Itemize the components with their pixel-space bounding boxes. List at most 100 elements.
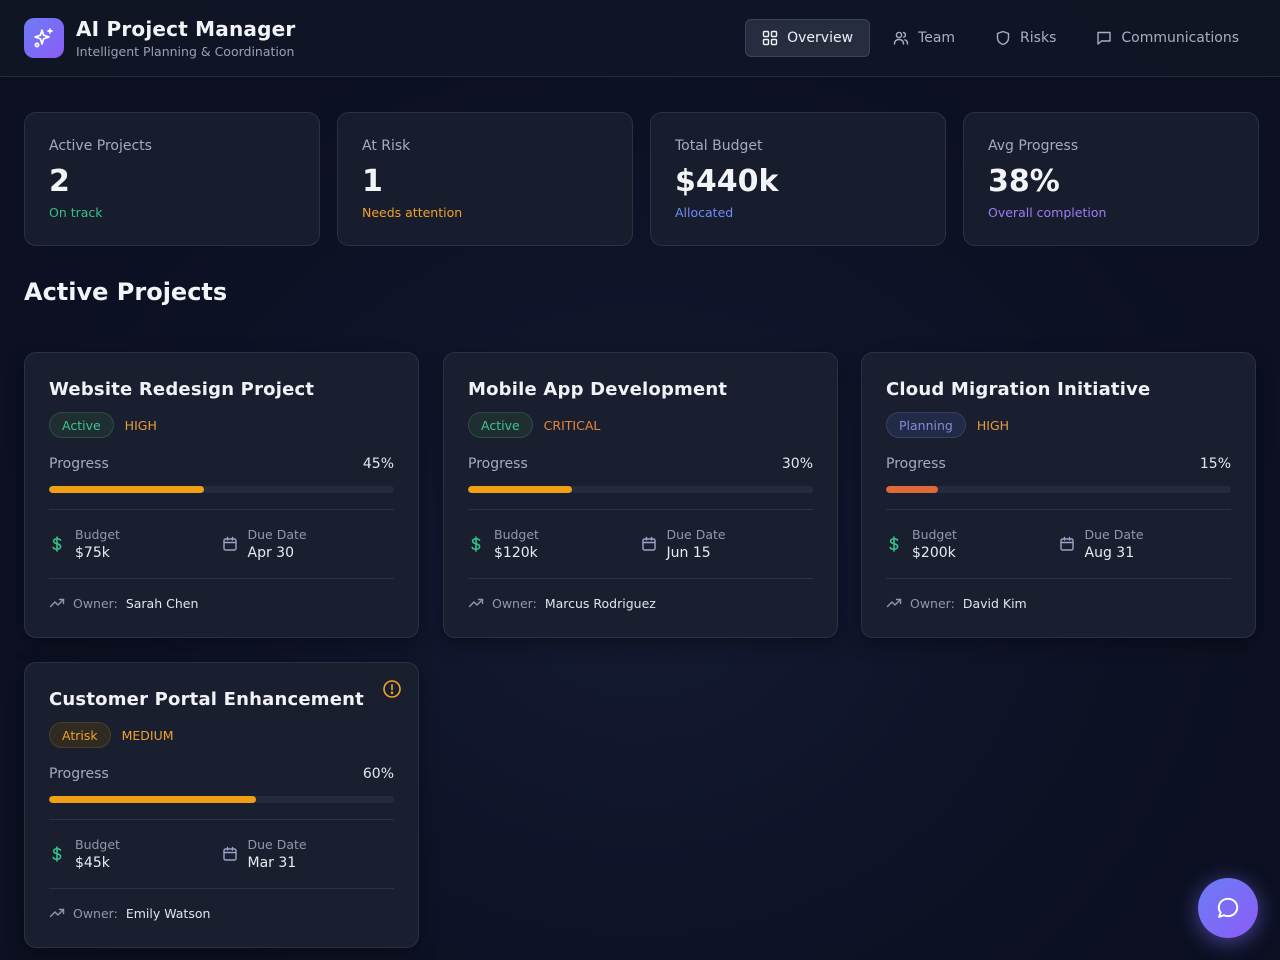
status-badge: Planning	[886, 412, 966, 438]
progress-percent: 30%	[781, 456, 813, 472]
due-date-info: Due Date Mar 31	[222, 836, 395, 872]
users-icon	[893, 31, 909, 45]
alert-circle-icon	[383, 680, 401, 698]
priority-label: MEDIUM	[121, 727, 174, 743]
chat-bubble-icon	[1217, 897, 1239, 918]
status-badge: Active	[468, 412, 533, 438]
stat-label: At Risk	[362, 138, 411, 154]
stat-label: Total Budget	[675, 138, 763, 154]
due-date-label: Due Date	[247, 837, 307, 852]
progress-bar	[468, 486, 813, 493]
budget-value: $200k	[912, 545, 956, 561]
trending-up-icon	[886, 598, 902, 608]
progress-percent: 45%	[362, 456, 394, 472]
divider	[886, 578, 1231, 579]
project-card[interactable]: Cloud Migration Initiative Planning HIGH…	[861, 352, 1256, 638]
owner-label: Owner:	[73, 905, 118, 921]
budget-value: $120k	[494, 545, 538, 561]
tab-risks[interactable]: Risks	[978, 19, 1073, 57]
divider	[49, 509, 394, 510]
tab-label: Overview	[787, 30, 854, 46]
stat-label: Avg Progress	[988, 138, 1079, 154]
trending-up-icon	[468, 598, 484, 608]
due-date-value: Mar 31	[247, 855, 297, 871]
tab-team[interactable]: Team	[876, 19, 972, 57]
project-card[interactable]: Mobile App Development Active CRITICAL P…	[443, 352, 838, 638]
divider	[468, 509, 813, 510]
priority-label: HIGH	[124, 417, 157, 433]
tab-label: Team	[918, 30, 956, 46]
stat-note: Allocated	[675, 205, 734, 220]
progress-label: Progress	[468, 456, 528, 472]
project-title: Customer Portal Enhancement	[49, 689, 364, 710]
progress-label: Progress	[886, 456, 946, 472]
trending-up-icon	[49, 908, 65, 918]
app-subtitle: Intelligent Planning & Coordination	[76, 44, 295, 59]
dollar-icon	[52, 846, 62, 862]
progress-label: Progress	[49, 766, 109, 782]
due-date-label: Due Date	[666, 527, 726, 542]
priority-label: CRITICAL	[543, 417, 601, 433]
progress-fill	[49, 796, 256, 803]
tab-communications[interactable]: Communications	[1079, 19, 1256, 57]
project-card[interactable]: Website Redesign Project Active HIGH Pro…	[24, 352, 419, 638]
section-title: Active Projects	[24, 278, 228, 306]
progress-bar	[49, 796, 394, 803]
owner-label: Owner:	[73, 595, 118, 611]
chat-button[interactable]	[1198, 878, 1258, 938]
owner-name: Marcus Rodriguez	[544, 595, 656, 611]
tab-label: Risks	[1020, 30, 1057, 46]
calendar-icon	[222, 846, 237, 861]
dollar-icon	[889, 536, 899, 552]
app-header: AI Project Manager Intelligent Planning …	[0, 0, 1280, 77]
stat-note: On track	[49, 205, 103, 220]
divider	[49, 819, 394, 820]
message-icon	[1097, 31, 1112, 45]
budget-label: Budget	[75, 527, 120, 542]
stat-card-total-budget: Total Budget $440k Allocated	[650, 112, 946, 246]
progress-fill	[49, 486, 205, 493]
status-badge: Active	[49, 412, 114, 438]
calendar-icon	[1059, 536, 1074, 551]
calendar-icon	[641, 536, 656, 551]
stats-row: Active Projects 2 On track At Risk 1 Nee…	[24, 112, 1259, 246]
calendar-icon	[222, 536, 237, 551]
budget-label: Budget	[494, 527, 539, 542]
progress-fill	[468, 486, 572, 493]
divider	[49, 888, 394, 889]
due-date-info: Due Date Jun 15	[641, 526, 814, 562]
due-date-value: Apr 30	[247, 545, 294, 561]
budget-value: $75k	[75, 545, 110, 561]
project-title: Cloud Migration Initiative	[886, 379, 1151, 400]
progress-fill	[886, 486, 938, 493]
project-title: Website Redesign Project	[49, 379, 315, 400]
progress-percent: 60%	[362, 766, 394, 782]
due-date-label: Due Date	[1084, 527, 1144, 542]
budget-info: Budget $45k	[49, 836, 222, 872]
status-badge: Atrisk	[49, 722, 111, 748]
stat-value: $440k	[675, 164, 779, 199]
owner-label: Owner:	[492, 595, 537, 611]
progress-label: Progress	[49, 456, 109, 472]
project-title: Mobile App Development	[468, 379, 728, 400]
budget-label: Budget	[75, 837, 120, 852]
progress-bar	[886, 486, 1231, 493]
tab-overview[interactable]: Overview	[745, 19, 871, 57]
owner-name: David Kim	[962, 595, 1027, 611]
budget-value: $45k	[75, 855, 110, 871]
budget-info: Budget $120k	[468, 526, 641, 562]
sparkles-icon	[24, 18, 64, 58]
divider	[468, 578, 813, 579]
due-date-value: Aug 31	[1084, 545, 1135, 561]
stat-value: 2	[49, 164, 70, 199]
due-date-value: Jun 15	[666, 545, 711, 561]
stat-note: Overall completion	[988, 205, 1107, 220]
owner-label: Owner:	[910, 595, 955, 611]
stat-card-at-risk: At Risk 1 Needs attention	[337, 112, 633, 246]
dollar-icon	[471, 536, 481, 552]
due-date-label: Due Date	[247, 527, 307, 542]
divider	[49, 578, 394, 579]
owner-name: Sarah Chen	[125, 595, 199, 611]
stat-value: 38%	[988, 164, 1060, 199]
project-card[interactable]: Customer Portal Enhancement Atrisk MEDIU…	[24, 662, 419, 948]
